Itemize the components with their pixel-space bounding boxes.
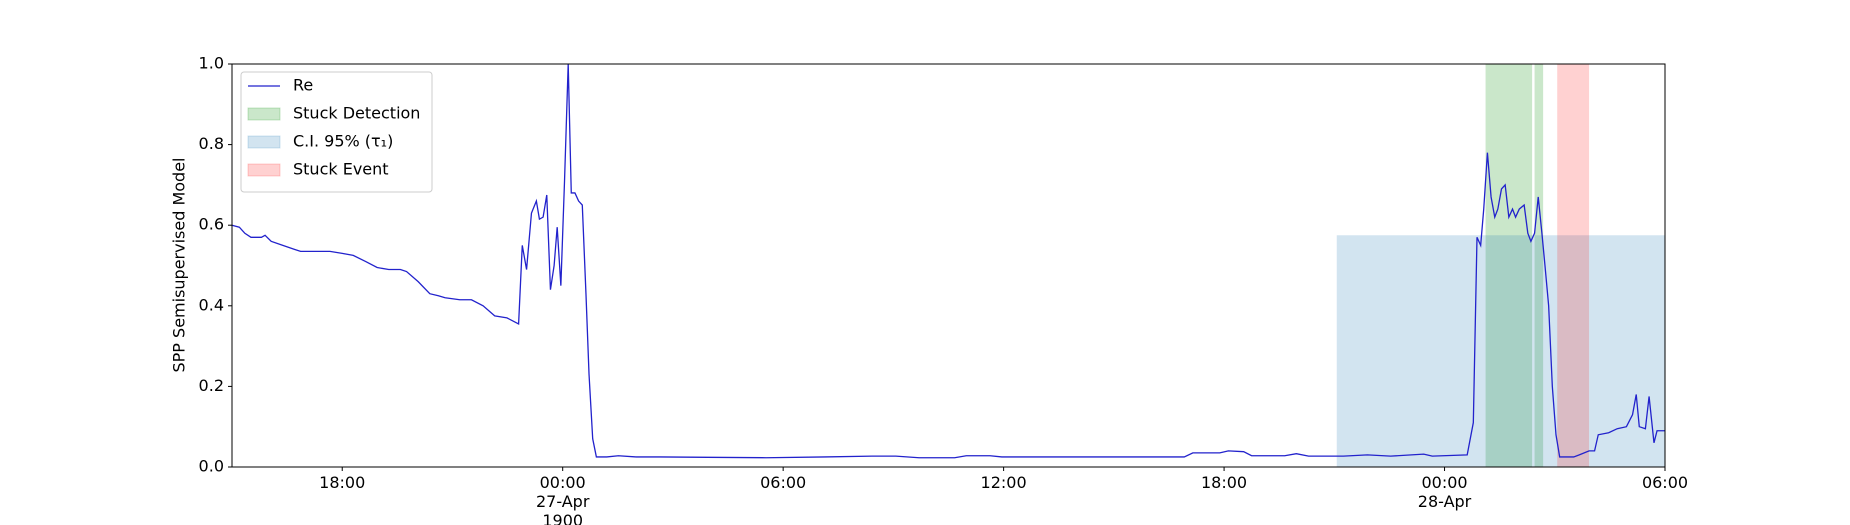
legend-patch [247, 163, 281, 177]
span [1534, 64, 1544, 467]
y-axis-label: SPP Semisupervised Model [170, 158, 189, 373]
legend-label: C.I. 95% (τ₁) [293, 132, 393, 151]
x-tick-label: 00:00 28-Apr [1417, 473, 1472, 511]
legend: Re Stuck Detection C.I. 95% (τ₁) Stuck Even… [240, 71, 433, 193]
x-tick-label: 06:00 [760, 473, 807, 492]
legend-patch [247, 135, 281, 149]
x-tick-label: 12:00 [980, 473, 1027, 492]
legend-box [240, 71, 433, 193]
x-tick-label: 18:00 [319, 473, 366, 492]
y-tick-label: 0.0 [199, 457, 224, 476]
legend-label: Stuck Detection [293, 104, 420, 123]
span [1557, 64, 1590, 467]
x-tick-label: 18:00 [1201, 473, 1248, 492]
y-tick-label: 0.8 [199, 134, 224, 153]
y-tick-label: 0.4 [199, 295, 224, 314]
legend-patch [247, 107, 281, 121]
line [231, 63, 1665, 459]
span [1485, 64, 1533, 467]
y-tick-label: 1.0 [199, 54, 224, 73]
y-tick-label: 0.6 [199, 215, 224, 234]
x-tick-label: 06:00 [1641, 473, 1689, 492]
legend-label: Re [293, 76, 313, 95]
legend-label: Stuck Event [293, 160, 389, 179]
y-tick-label: 0.2 [199, 376, 224, 395]
plot-frame [231, 63, 1666, 468]
x-tick-label: 00:00 27-Apr 1900 [535, 473, 590, 525]
span [1336, 235, 1665, 467]
